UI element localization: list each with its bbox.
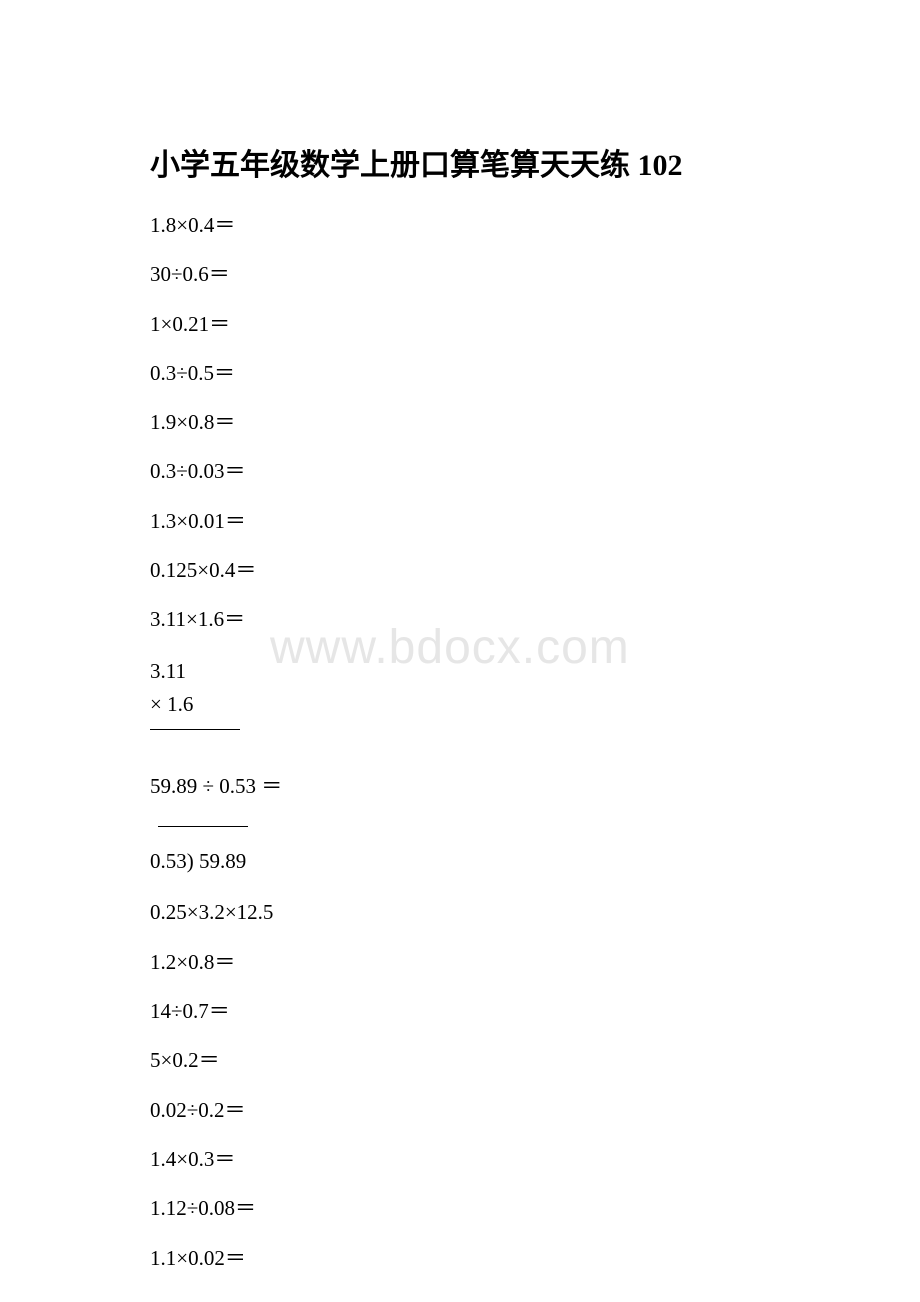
problem-11: 0.25×3.2×12.5	[150, 899, 770, 926]
problem-10: 59.89 ÷ 0.53 ＝	[150, 773, 770, 800]
work1-rule	[150, 729, 240, 730]
problem-7: 1.3×0.01＝	[150, 508, 770, 535]
problem-15: 0.02÷0.2＝	[150, 1097, 770, 1124]
problem-6: 0.3÷0.03＝	[150, 458, 770, 485]
problem-2: 30÷0.6＝	[150, 261, 770, 288]
problem-1: 1.8×0.4＝	[150, 212, 770, 239]
document-content: 小学五年级数学上册口算笔算天天练 102 1.8×0.4＝ 30÷0.6＝ 1×…	[150, 140, 770, 1272]
work1-line2: × 1.6	[150, 689, 770, 721]
problem-13: 14÷0.7＝	[150, 998, 770, 1025]
work2-line1: 0.53) 59.89	[150, 846, 770, 878]
problem-14: 5×0.2＝	[150, 1047, 770, 1074]
problem-8: 0.125×0.4＝	[150, 557, 770, 584]
work2-rule	[158, 826, 248, 827]
problem-5: 1.9×0.8＝	[150, 409, 770, 436]
problem-3: 1×0.21＝	[150, 311, 770, 338]
problem-16: 1.4×0.3＝	[150, 1146, 770, 1173]
vertical-work-2: 0.53) 59.89	[150, 822, 770, 878]
problem-17: 1.12÷0.08＝	[150, 1195, 770, 1222]
page-title: 小学五年级数学上册口算笔算天天练 102	[150, 140, 770, 184]
problem-18: 1.1×0.02＝	[150, 1245, 770, 1272]
vertical-work-1: 3.11 × 1.6	[150, 656, 770, 751]
problem-12: 1.2×0.8＝	[150, 949, 770, 976]
work1-line1: 3.11	[150, 656, 770, 688]
problem-9: 3.11×1.6＝	[150, 606, 770, 633]
problem-4: 0.3÷0.5＝	[150, 360, 770, 387]
